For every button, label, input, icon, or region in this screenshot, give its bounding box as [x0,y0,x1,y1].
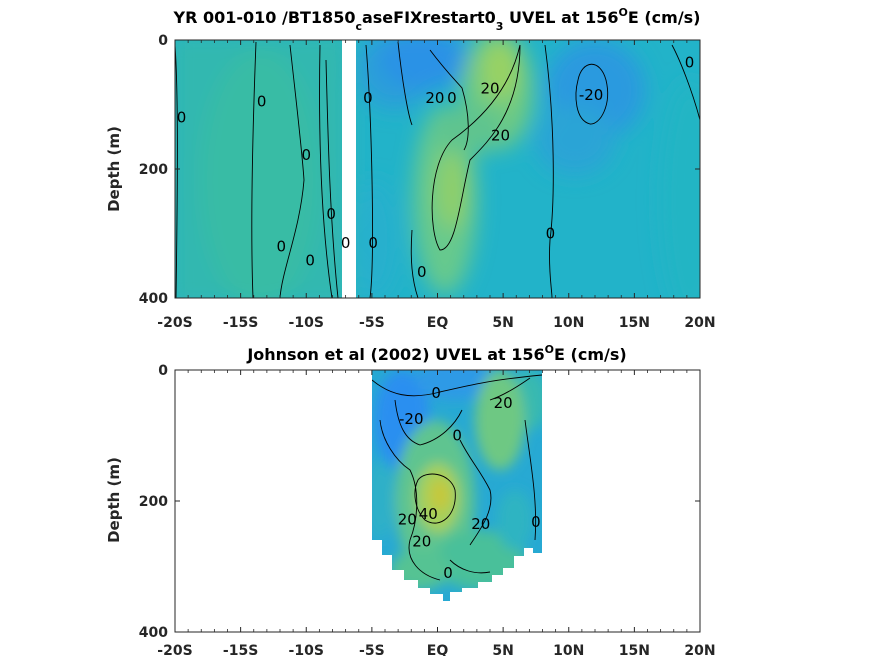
x-tick-label: EQ [427,643,449,656]
contour-label: 0 [341,234,351,252]
contour-label: 20 [494,394,513,412]
panel-title: YR 001-010 /BT1850caseFIXrestart03 UVEL … [172,6,700,33]
x-tick-label: 15N [619,315,650,331]
x-tick-label: -15S [223,643,258,656]
contour-label: 0 [546,225,556,243]
contour-label: 0 [326,205,336,223]
contour-lines [175,41,700,298]
x-axis-ticks: -20S -15S -10S -5S EQ 5N 10N 15N 20N [157,40,716,331]
uvel-field [175,40,700,298]
x-tick-label: -20S [157,643,192,656]
uvel-field [372,370,542,601]
y-tick-label: 400 [139,291,168,307]
y-tick-label: 200 [139,162,168,178]
contour-label: -20 [579,86,604,104]
x-tick-label: -10S [289,315,324,331]
y-tick-label: 0 [158,363,168,379]
model-uvel-panel: YR 001-010 /BT1850caseFIXrestart03 UVEL … [105,6,716,331]
contour-label: 20 [425,89,444,107]
contour-label: 0 [531,513,541,531]
x-axis-ticks: -20S -15S -10S -5S EQ 5N 10N 15N 20N [157,370,716,659]
y-tick-label: 0 [158,33,168,49]
x-tick-label: 5N [492,315,513,331]
observed-uvel-panel: Johnson et al (2002) UVEL at 156OE (cm/s… [105,343,716,659]
contour-label: 20 [480,79,499,97]
x-tick-label: 20N [684,643,715,656]
contour-label: 40 [419,505,438,523]
x-tick-label: -5S [359,643,385,656]
missing-data-gap [342,40,356,298]
contour-label: 0 [447,89,457,107]
y-tick-label: 400 [139,625,168,641]
contour-lines [372,374,542,581]
contour-label: 0 [305,252,315,270]
contour-label: 0 [177,108,187,126]
x-tick-label: -10S [289,643,324,656]
contour-label: 0 [443,564,453,582]
contour-label: -20 [399,410,424,428]
x-tick-label: 15N [619,643,650,656]
contour-label: 0 [417,263,427,281]
x-tick-label: -5S [359,315,385,331]
x-tick-label: 10N [553,315,584,331]
panel-title: Johnson et al (2002) UVEL at 156OE (cm/s… [246,343,626,364]
contour-label: 0 [257,92,267,110]
x-tick-label: 10N [553,643,584,656]
contour-label: 20 [471,515,490,533]
y-tick-label: 200 [139,494,168,510]
y-axis-label: Depth (m) [105,126,123,212]
contour-label: 0 [368,234,378,252]
contour-label: 20 [491,126,510,144]
x-tick-label: -15S [223,315,258,331]
x-tick-label: EQ [427,315,449,331]
contour-label: 0 [452,427,462,445]
x-tick-label: 5N [492,643,513,656]
contour-label: 0 [301,146,311,164]
contour-label: 0 [431,384,441,402]
x-tick-label: 20N [684,315,715,331]
contour-label: 0 [363,89,373,107]
y-axis-label: Depth (m) [105,457,123,543]
contour-label: 0 [685,54,695,72]
contour-label: 20 [412,533,431,551]
contour-label: 20 [398,510,417,528]
x-tick-label: -20S [157,315,192,331]
contour-label: 0 [277,237,287,255]
